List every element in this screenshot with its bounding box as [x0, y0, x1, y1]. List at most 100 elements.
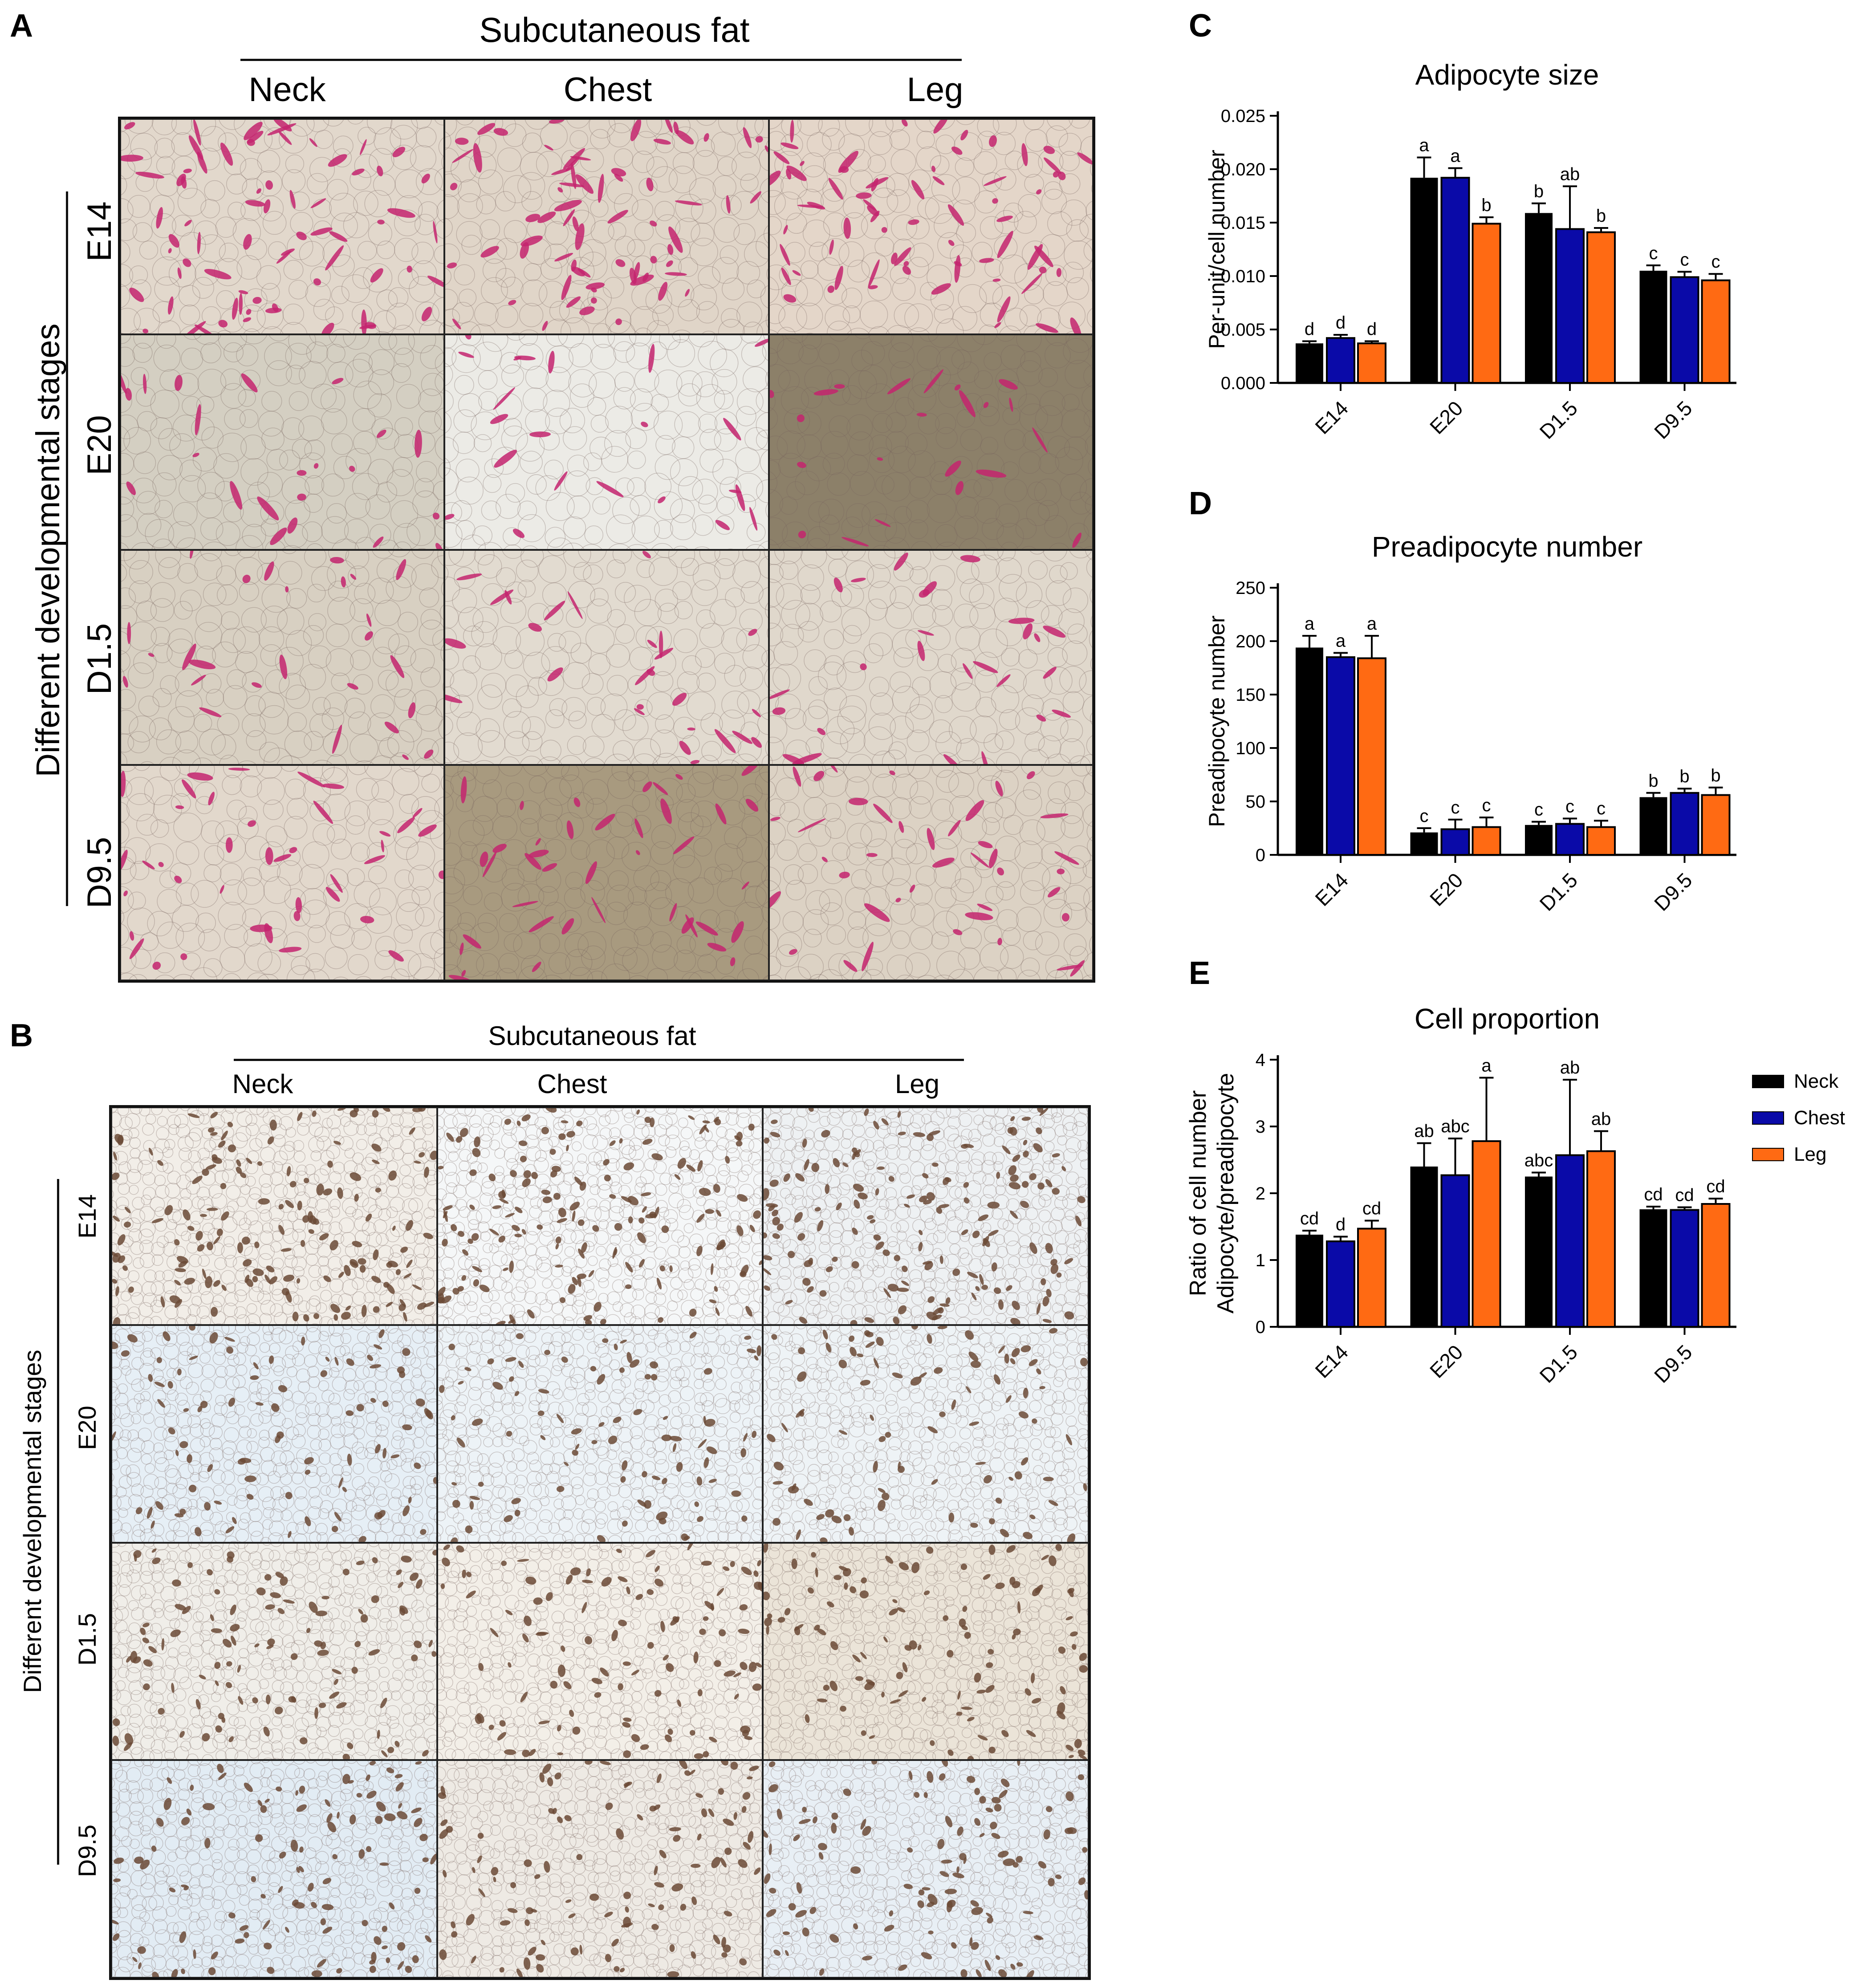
- bar-leg-d15: [1586, 1150, 1616, 1328]
- micrograph-b-d15-neck: [111, 1542, 437, 1760]
- micrograph-a-d15-chest: [444, 549, 769, 765]
- panel-a-micrograph-grid: [118, 117, 1095, 983]
- micrograph-a-e20-chest: [444, 334, 769, 550]
- bar-leg-d95: [1701, 1203, 1731, 1328]
- panel-b-col-neck: Neck: [232, 1069, 293, 1099]
- x-tick-label: D1.5: [1535, 868, 1582, 915]
- legend-item-leg: Leg: [1752, 1136, 1868, 1173]
- significance-letter: c: [1680, 250, 1689, 269]
- y-tick-label: 0.015: [1221, 213, 1265, 233]
- bar-neck-d15: [1525, 213, 1553, 383]
- significance-letter: abc: [1441, 1117, 1470, 1136]
- x-tick-label: D9.5: [1650, 1340, 1696, 1387]
- bar-neck-d15: [1525, 1176, 1553, 1327]
- micrograph-b-e20-leg: [763, 1325, 1089, 1543]
- micrograph-b-e20-neck: [111, 1325, 437, 1543]
- micrograph-a-d15-neck: [120, 549, 445, 765]
- bar-neck-e20: [1410, 178, 1438, 383]
- micrograph-a-e14-chest: [444, 119, 769, 334]
- bar-chest-e14: [1326, 1240, 1355, 1328]
- y-tick-label: 250: [1236, 578, 1265, 598]
- significance-letter: d: [1336, 1215, 1346, 1235]
- legend-swatch-leg: [1752, 1148, 1784, 1161]
- significance-letter: ab: [1560, 164, 1580, 184]
- micrograph-b-e14-neck: [111, 1107, 437, 1325]
- significance-letter: b: [1711, 766, 1720, 785]
- significance-letter: d: [1305, 319, 1314, 339]
- significance-letter: a: [1450, 146, 1460, 166]
- bar-chest-e14: [1326, 656, 1355, 856]
- y-tick-label: 0: [1256, 846, 1265, 865]
- legend-swatch-neck: [1752, 1075, 1784, 1088]
- legend-item-chest: Chest: [1752, 1100, 1868, 1136]
- significance-letter: d: [1336, 313, 1346, 333]
- significance-letter: c: [1597, 799, 1606, 818]
- bar-neck-e14: [1296, 1235, 1323, 1327]
- y-tick-label: 0.025: [1221, 106, 1265, 126]
- panel-b-row-d15: D1.5: [73, 1613, 101, 1666]
- x-tick-label: E20: [1425, 396, 1468, 439]
- bar-neck-d95: [1639, 271, 1667, 383]
- panel-letter-d: D: [1189, 486, 1212, 521]
- significance-letter: b: [1596, 206, 1606, 226]
- bar-chest-e20: [1440, 828, 1470, 856]
- y-axis-label: Per-unit/cell number: [1204, 150, 1229, 349]
- bar-leg-e14: [1357, 342, 1386, 384]
- panel-a-col-chest: Chest: [563, 71, 652, 109]
- significance-letter: b: [1648, 771, 1658, 791]
- y-axis-label: Preadipocyte number: [1204, 615, 1229, 827]
- bar-chest-e20: [1440, 177, 1470, 384]
- y-tick-label: 50: [1246, 792, 1266, 812]
- y-tick-label: 100: [1236, 739, 1265, 758]
- legend-label-neck: Neck: [1794, 1070, 1839, 1092]
- y-tick-label: 3: [1256, 1117, 1265, 1137]
- significance-letter: a: [1336, 631, 1346, 650]
- significance-letter: b: [1534, 182, 1544, 201]
- significance-letter: ab: [1591, 1110, 1611, 1129]
- chart-adipocyte-size: Adipocyte size Per-unit/cell number 0.000 0…: [1204, 59, 1736, 443]
- bar-leg-d15: [1586, 826, 1616, 856]
- x-tick-label: E20: [1425, 1340, 1468, 1382]
- y-tick-label: 4: [1256, 1050, 1265, 1070]
- micrograph-b-e20-chest: [437, 1325, 763, 1543]
- y-axis-label: Ratio of cell number: [1185, 1090, 1211, 1296]
- micrograph-b-d15-leg: [763, 1542, 1089, 1760]
- chart-title: Cell proportion: [1415, 1003, 1600, 1035]
- panel-b-row-e14: E14: [73, 1194, 101, 1239]
- significance-letter: c: [1649, 244, 1658, 263]
- legend-label-leg: Leg: [1794, 1143, 1827, 1165]
- y-tick-label: 2: [1256, 1184, 1265, 1203]
- micrograph-a-e20-neck: [120, 334, 445, 550]
- y-tick-label: 0.010: [1221, 267, 1265, 286]
- micrograph-b-e14-leg: [763, 1107, 1089, 1325]
- bar-neck-d15: [1525, 825, 1553, 855]
- panel-b-header-rule: [234, 1059, 964, 1061]
- significance-letter: ab: [1414, 1122, 1434, 1141]
- legend: Neck Chest Leg: [1752, 1063, 1868, 1173]
- micrograph-a-d95-chest: [444, 765, 769, 980]
- y-tick-label: 0: [1256, 1317, 1265, 1337]
- significance-letter: cd: [1362, 1199, 1381, 1219]
- bar-chest-d95: [1670, 792, 1699, 856]
- bar-chest-e20: [1440, 1174, 1470, 1328]
- panel-a-col-neck: Neck: [248, 71, 326, 109]
- legend-swatch-chest: [1752, 1111, 1784, 1125]
- significance-letter: c: [1420, 806, 1429, 826]
- significance-letter: a: [1305, 614, 1315, 634]
- bar-neck-e14: [1296, 647, 1323, 855]
- bar-leg-e20: [1472, 1140, 1501, 1328]
- bar-chest-d15: [1555, 1154, 1585, 1328]
- y-tick-label: 200: [1236, 632, 1265, 651]
- panel-a-header: Subcutaneous fat: [479, 10, 750, 49]
- y-tick-label: 1: [1256, 1251, 1265, 1270]
- significance-letter: cd: [1675, 1186, 1694, 1205]
- x-tick-label: D9.5: [1650, 396, 1696, 443]
- panel-b-micrograph-grid: [109, 1105, 1091, 1980]
- x-tick-label: E20: [1425, 868, 1468, 911]
- panel-b-header: Subcutaneous fat: [488, 1021, 696, 1051]
- significance-letter: c: [1534, 800, 1543, 820]
- micrograph-a-e14-leg: [768, 119, 1093, 334]
- panel-letter-b: B: [10, 1018, 33, 1053]
- micrograph-b-d95-leg: [763, 1760, 1089, 1978]
- x-tick-label: D1.5: [1535, 396, 1582, 443]
